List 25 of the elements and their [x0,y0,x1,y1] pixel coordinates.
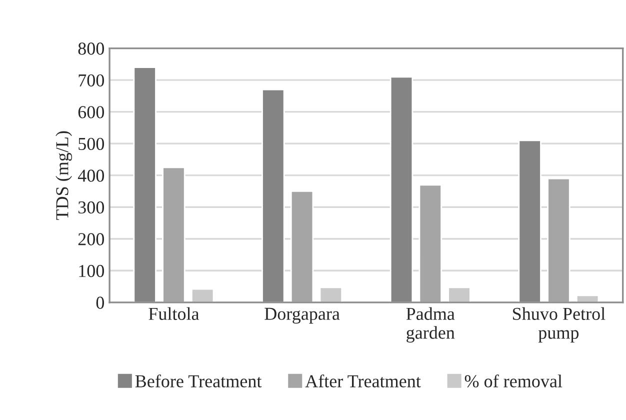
legend-label: After Treatment [305,374,421,388]
y-tick-label: 700 [78,74,104,87]
x-tick-label: Padma garden [406,307,455,343]
bar [418,184,442,302]
legend-label: % of removal [464,374,562,388]
y-tick-label: 300 [78,201,104,214]
x-tick-label: Shuvo Petrol pump [513,307,606,343]
y-tick-label: 500 [78,138,104,150]
legend-label: Before Treatment [135,374,262,388]
bar [576,294,600,302]
bar [547,178,570,302]
y-tick-label: 100 [79,264,104,278]
bar [448,286,471,302]
x-tick-label: Fultola [148,307,200,320]
y-tick-label: 200 [78,233,104,246]
x-tick-label: Dorgapara [264,308,340,324]
y-tick-label: 800 [78,42,104,55]
bar [162,166,186,302]
bar [190,288,214,302]
y-tick-label: 0 [96,296,104,309]
y-tick-label: 400 [78,170,104,182]
y-axis-title: TDS (mg/L) [56,131,72,220]
y-tick-label: 600 [78,106,104,118]
bar [319,286,343,302]
bar [290,190,314,302]
